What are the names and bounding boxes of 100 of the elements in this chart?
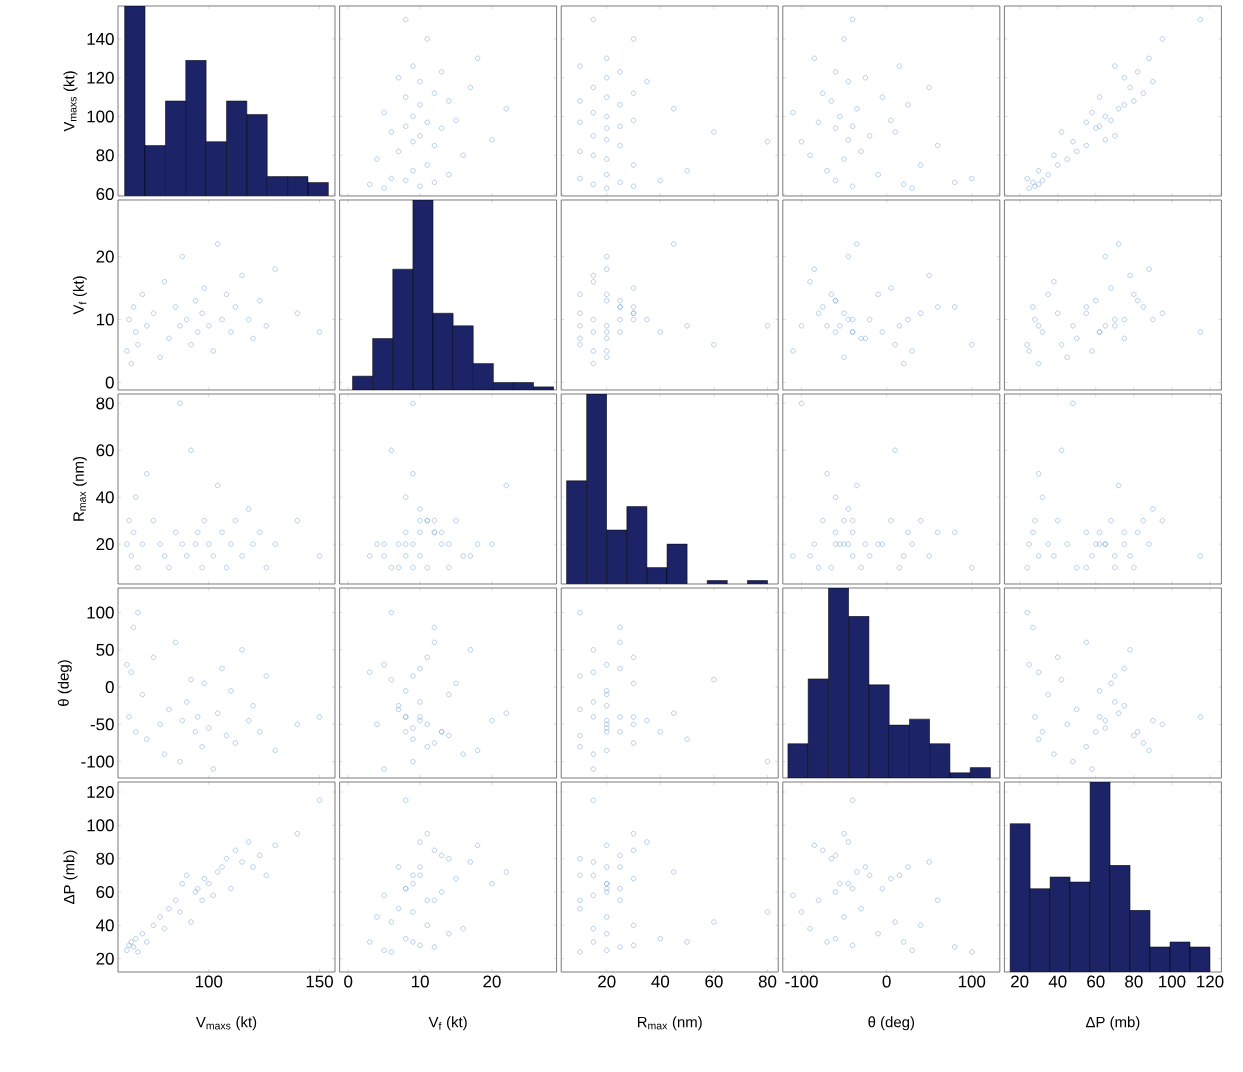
point	[410, 139, 416, 145]
point	[424, 654, 430, 660]
point	[711, 129, 717, 135]
point	[388, 175, 394, 182]
x-tick-label: 120	[1197, 975, 1224, 988]
point	[1197, 714, 1204, 720]
point	[1150, 718, 1156, 724]
point	[952, 529, 958, 535]
point	[764, 759, 771, 765]
point	[424, 36, 430, 42]
point	[417, 506, 423, 512]
point	[431, 518, 437, 524]
point	[157, 914, 163, 920]
point	[892, 919, 898, 925]
point	[1097, 123, 1103, 129]
point	[862, 75, 868, 81]
point	[239, 272, 245, 279]
point	[630, 831, 637, 837]
point	[1074, 335, 1080, 341]
point	[439, 541, 445, 547]
point	[1083, 143, 1089, 149]
point	[590, 17, 596, 23]
point	[467, 553, 473, 559]
point	[431, 179, 437, 185]
point	[1070, 323, 1076, 329]
point	[246, 718, 252, 724]
point	[503, 482, 509, 489]
point	[888, 876, 894, 882]
point	[388, 949, 394, 955]
point	[845, 79, 851, 85]
point	[630, 714, 637, 720]
point	[424, 162, 430, 168]
point	[926, 84, 932, 90]
point	[862, 541, 868, 547]
point	[417, 183, 423, 189]
point	[630, 117, 637, 123]
point	[1135, 729, 1141, 735]
point	[1112, 673, 1118, 679]
y-tick-label: 60	[96, 444, 114, 457]
point	[1121, 703, 1127, 709]
point	[1026, 348, 1032, 354]
point	[1121, 102, 1127, 108]
point	[431, 624, 437, 631]
point	[1083, 639, 1089, 645]
point	[1070, 400, 1076, 406]
point	[1089, 348, 1095, 354]
point	[150, 310, 156, 316]
point	[410, 872, 416, 878]
point	[201, 518, 207, 524]
point	[604, 55, 610, 61]
point	[1055, 654, 1061, 660]
point	[1102, 718, 1108, 724]
point	[1036, 323, 1042, 329]
point	[179, 254, 185, 260]
point	[417, 699, 423, 705]
point	[130, 624, 137, 631]
point	[935, 897, 941, 903]
point	[896, 63, 902, 69]
point	[604, 348, 610, 354]
point	[410, 565, 416, 571]
y-axis-title: R$_{max}$ (nm)	[72, 456, 87, 521]
point	[811, 266, 817, 272]
point	[177, 909, 183, 915]
point	[410, 759, 416, 765]
y-tick-label: 20	[96, 250, 114, 263]
point	[1140, 740, 1146, 746]
point	[403, 688, 409, 694]
point	[1121, 335, 1127, 341]
point	[764, 139, 771, 145]
point	[403, 936, 409, 942]
point	[219, 864, 225, 870]
point	[431, 944, 437, 950]
point	[604, 185, 610, 191]
point	[246, 506, 252, 512]
point	[841, 518, 847, 524]
point	[210, 553, 216, 559]
point	[892, 342, 898, 348]
point	[161, 553, 168, 559]
point	[657, 177, 663, 184]
point	[1146, 747, 1152, 753]
point	[790, 110, 796, 116]
point	[246, 316, 252, 323]
x-tick-label: 0	[882, 975, 891, 988]
point	[381, 553, 387, 559]
point	[841, 541, 847, 547]
x-tick-label: 0	[344, 975, 353, 988]
point	[1083, 119, 1089, 125]
point	[1116, 482, 1122, 489]
point	[199, 310, 205, 316]
point	[453, 876, 459, 882]
point	[1036, 471, 1042, 477]
point	[1036, 553, 1042, 559]
point	[1045, 172, 1051, 178]
point	[1127, 272, 1133, 279]
point	[879, 94, 885, 100]
point	[1024, 342, 1030, 348]
point	[1032, 518, 1038, 524]
point	[935, 143, 941, 149]
point	[824, 323, 830, 329]
y-tick-label: 0	[105, 376, 114, 389]
